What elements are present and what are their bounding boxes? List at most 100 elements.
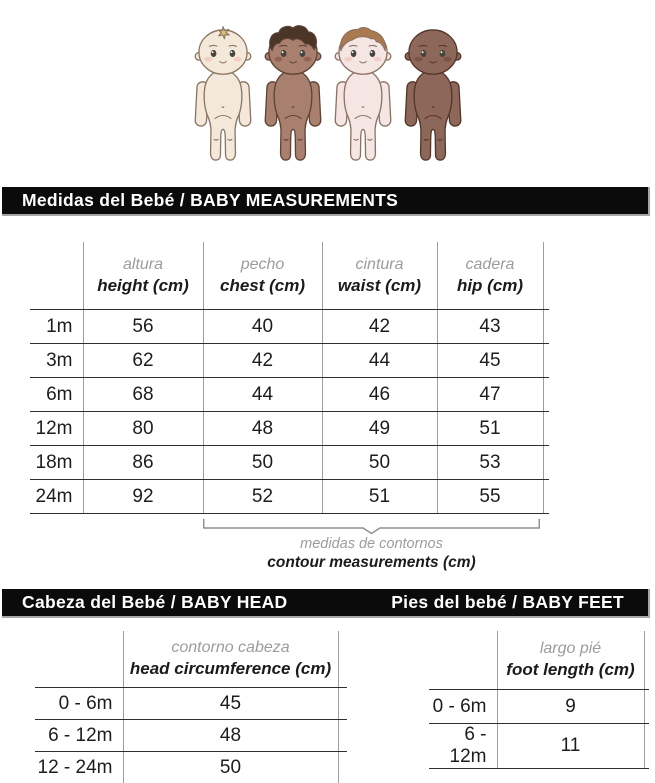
column-header-hip: cadera hip (cm) bbox=[436, 242, 544, 310]
column-label-en: height (cm) bbox=[97, 275, 189, 295]
head-header-row: contorno cabeza head circumference (cm) bbox=[35, 631, 347, 688]
measurements-table-body: 1m 56 40 42 43 3m 62 42 44 45 6m 68 44 46 47 12m 80 48 49 5… bbox=[30, 309, 549, 514]
column-label-es: altura bbox=[122, 255, 164, 273]
baby-hair-tuft bbox=[217, 26, 230, 40]
underbrace-icon bbox=[203, 518, 540, 535]
row-label: 6 - 12m bbox=[429, 723, 497, 769]
baby-head bbox=[407, 29, 458, 75]
bottom-tables: contorno cabeza head circumference (cm) … bbox=[0, 631, 655, 783]
row-label: 12m bbox=[30, 411, 83, 446]
value-cell: 45 bbox=[122, 687, 339, 720]
value-cell: 56 bbox=[82, 309, 203, 344]
value-cell: 51 bbox=[321, 479, 437, 514]
measurements-title: Medidas del Bebé / BABY MEASUREMENTS bbox=[22, 190, 399, 210]
value-cell: 53 bbox=[436, 445, 544, 480]
value-cell: 48 bbox=[122, 719, 339, 752]
table-row: 6 - 12m 48 bbox=[35, 719, 347, 752]
baby-body-creases bbox=[353, 106, 372, 141]
table-row: 6 - 12m 11 bbox=[429, 723, 649, 769]
value-cell: 68 bbox=[82, 377, 203, 412]
value-cell: 55 bbox=[436, 479, 544, 514]
value-cell: 9 bbox=[496, 689, 645, 724]
table-row: 1m 56 40 42 43 bbox=[30, 309, 549, 344]
table-row: 12 - 24m 50 bbox=[35, 751, 347, 783]
column-label-en: chest (cm) bbox=[219, 275, 306, 295]
value-cell: 43 bbox=[436, 309, 544, 344]
value-cell: 45 bbox=[436, 343, 544, 378]
table-row: 18m 86 50 50 53 bbox=[30, 445, 549, 480]
feet-table: largo pié foot length (cm) 0 - 6m 9 6 - 12… bbox=[429, 631, 649, 769]
baby-body-creases bbox=[423, 106, 442, 141]
value-cell: 62 bbox=[82, 343, 203, 378]
column-header-foot-length: largo pié foot length (cm) bbox=[496, 631, 645, 690]
baby-dark-brown bbox=[404, 29, 461, 161]
row-label: 3m bbox=[30, 343, 83, 378]
feet-table-body: 0 - 6m 9 6 - 12m 11 bbox=[429, 689, 649, 769]
value-cell: 40 bbox=[202, 309, 322, 344]
baby-body-creases bbox=[283, 106, 302, 141]
baby-illustrations bbox=[0, 0, 655, 166]
table-row: 0 - 6m 9 bbox=[429, 689, 649, 724]
value-cell: 47 bbox=[436, 377, 544, 412]
column-label-en: hip (cm) bbox=[456, 275, 524, 295]
value-cell: 50 bbox=[202, 445, 322, 480]
column-header-chest: pecho chest (cm) bbox=[202, 242, 322, 310]
column-header-head-circumference: contorno cabeza head circumference (cm) bbox=[122, 631, 339, 688]
empty-header-cell bbox=[30, 242, 83, 310]
value-cell: 48 bbox=[202, 411, 322, 446]
baby-face bbox=[273, 44, 312, 64]
value-cell: 46 bbox=[321, 377, 437, 412]
column-label-es: pecho bbox=[240, 255, 285, 273]
value-cell: 42 bbox=[202, 343, 322, 378]
baby-face bbox=[413, 44, 452, 64]
row-label: 24m bbox=[30, 479, 83, 514]
baby-face bbox=[343, 44, 382, 64]
head-table-body: 0 - 6m 45 6 - 12m 48 12 - 24m 50 bbox=[35, 687, 347, 783]
value-cell: 44 bbox=[202, 377, 322, 412]
table-row: 24m 92 52 51 55 bbox=[30, 479, 549, 514]
value-cell: 86 bbox=[82, 445, 203, 480]
section-bar-measurements: Medidas del Bebé / BABY MEASUREMENTS bbox=[2, 187, 650, 216]
table-row: 6m 68 44 46 47 bbox=[30, 377, 549, 412]
value-cell: 80 bbox=[82, 411, 203, 446]
head-table: contorno cabeza head circumference (cm) … bbox=[35, 631, 347, 783]
baby-light-cream bbox=[194, 26, 251, 161]
column-label-en: foot length (cm) bbox=[506, 660, 635, 679]
measurements-table: altura height (cm) pecho chest (cm) cint… bbox=[30, 242, 549, 514]
table-row: 3m 62 42 44 45 bbox=[30, 343, 549, 378]
row-label: 18m bbox=[30, 445, 83, 480]
value-cell: 51 bbox=[436, 411, 544, 446]
baby-hair-curly bbox=[268, 25, 317, 52]
section-bar-head-feet: Cabeza del Bebé / BABY HEAD Pies del beb… bbox=[2, 589, 650, 618]
value-cell: 50 bbox=[122, 751, 339, 783]
value-cell: 50 bbox=[321, 445, 437, 480]
table-row: 12m 80 48 49 51 bbox=[30, 411, 549, 446]
baby-hair-cap bbox=[339, 27, 386, 52]
head-title: Cabeza del Bebé / BABY HEAD bbox=[22, 592, 288, 612]
row-label: 6 - 12m bbox=[35, 719, 123, 752]
measurements-header-row: altura height (cm) pecho chest (cm) cint… bbox=[30, 242, 549, 310]
row-label: 6m bbox=[30, 377, 83, 412]
column-label-es: largo pié bbox=[539, 640, 602, 657]
column-label-es: contorno cabeza bbox=[171, 639, 290, 656]
value-cell: 49 bbox=[321, 411, 437, 446]
contour-note-en: contour measurements (cm) bbox=[267, 554, 476, 571]
baby-body-creases bbox=[213, 106, 232, 141]
row-label: 1m bbox=[30, 309, 83, 344]
column-header-height: altura height (cm) bbox=[82, 242, 203, 310]
table-row: 0 - 6m 45 bbox=[35, 687, 347, 720]
row-label: 12 - 24m bbox=[35, 751, 123, 783]
empty-header-cell bbox=[429, 631, 497, 690]
baby-medium-brown bbox=[264, 25, 321, 161]
baby-light-pink bbox=[334, 27, 391, 161]
value-cell: 52 bbox=[202, 479, 322, 514]
feet-header-row: largo pié foot length (cm) bbox=[429, 631, 649, 690]
value-cell: 11 bbox=[496, 723, 645, 769]
contour-note-es: medidas de contornos bbox=[300, 536, 443, 552]
value-cell: 92 bbox=[82, 479, 203, 514]
empty-header-cell bbox=[35, 631, 123, 688]
row-label: 0 - 6m bbox=[35, 687, 123, 720]
row-label: 0 - 6m bbox=[429, 689, 497, 724]
value-cell: 44 bbox=[321, 343, 437, 378]
